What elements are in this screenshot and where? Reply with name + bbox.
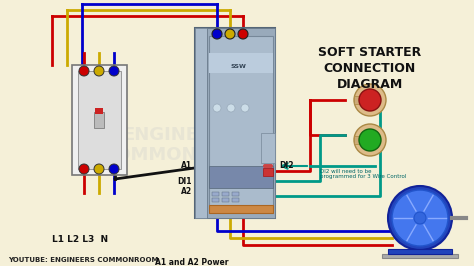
Bar <box>72 65 127 175</box>
Text: DI2: DI2 <box>279 161 293 171</box>
Text: YOUTUBE: ENGINEERS COMMONROOM: YOUTUBE: ENGINEERS COMMONROOM <box>8 257 158 263</box>
Circle shape <box>94 66 104 76</box>
Text: L1 L2 L3  N: L1 L2 L3 N <box>52 235 108 244</box>
Bar <box>212 192 219 196</box>
Circle shape <box>109 164 119 174</box>
Text: A2: A2 <box>181 186 192 196</box>
Circle shape <box>359 129 381 151</box>
Circle shape <box>414 212 426 224</box>
Bar <box>209 36 273 210</box>
Bar <box>78 71 121 169</box>
Text: DI1: DI1 <box>177 177 192 185</box>
Bar <box>354 136 364 144</box>
Circle shape <box>359 89 381 111</box>
Bar <box>95 108 103 114</box>
Circle shape <box>269 164 273 168</box>
Text: SSW: SSW <box>230 64 246 69</box>
Bar <box>222 192 229 196</box>
Bar <box>261 133 275 163</box>
Bar <box>232 192 239 196</box>
Bar <box>195 28 207 218</box>
Bar <box>212 198 219 202</box>
Circle shape <box>227 104 235 112</box>
Bar <box>209 166 273 188</box>
Circle shape <box>94 164 104 174</box>
Text: DI2 will need to be
programmed for 3 Wire Control: DI2 will need to be programmed for 3 Wir… <box>320 169 406 179</box>
Circle shape <box>354 84 386 116</box>
Circle shape <box>213 104 221 112</box>
Bar <box>207 28 275 218</box>
Bar <box>222 198 229 202</box>
Bar <box>354 96 364 104</box>
Text: ENGINEERS
COMMONROOM: ENGINEERS COMMONROOM <box>102 126 258 164</box>
Bar <box>209 205 273 213</box>
Bar <box>263 168 273 176</box>
Circle shape <box>263 164 267 168</box>
Circle shape <box>241 104 249 112</box>
Circle shape <box>388 186 452 250</box>
Circle shape <box>79 66 89 76</box>
Bar <box>382 254 458 258</box>
Text: SOFT STARTER
CONNECTION
DIAGRAM: SOFT STARTER CONNECTION DIAGRAM <box>319 45 422 90</box>
Circle shape <box>238 29 248 39</box>
Bar <box>94 112 104 128</box>
Circle shape <box>212 29 222 39</box>
Text: A1 and A2 Power
L and DI1 ON
L and DI2 OFF: A1 and A2 Power L and DI1 ON L and DI2 O… <box>155 258 228 266</box>
Circle shape <box>109 66 119 76</box>
Bar <box>195 28 275 218</box>
Circle shape <box>392 190 448 246</box>
Circle shape <box>79 164 89 174</box>
Text: A1: A1 <box>181 161 192 171</box>
Circle shape <box>265 164 269 168</box>
Circle shape <box>354 124 386 156</box>
Bar <box>232 198 239 202</box>
Bar <box>209 53 273 73</box>
Circle shape <box>225 29 235 39</box>
Bar <box>388 249 452 254</box>
Circle shape <box>267 164 271 168</box>
